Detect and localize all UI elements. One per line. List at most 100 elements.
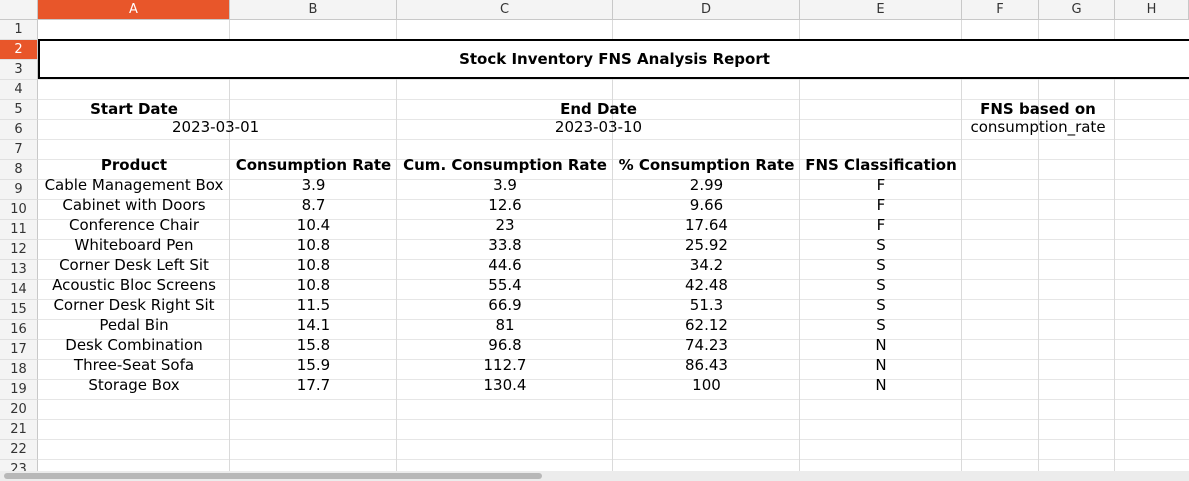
table-cell[interactable]: 81	[495, 316, 515, 334]
table-cell[interactable]: 112.7	[483, 356, 527, 374]
horizontal-scrollbar[interactable]	[0, 471, 1189, 481]
row-header-16[interactable]: 16	[0, 320, 38, 340]
table-cell[interactable]: 10.8	[296, 256, 331, 274]
row-header-4[interactable]: 4	[0, 80, 38, 100]
column-header-f[interactable]: F	[962, 0, 1039, 20]
scrollbar-thumb[interactable]	[4, 473, 542, 479]
start-date-label[interactable]: Start Date	[90, 100, 178, 118]
row-header-1[interactable]: 1	[0, 20, 38, 40]
table-cell[interactable]: 23	[495, 216, 515, 234]
product-cell[interactable]: Whiteboard Pen	[74, 236, 194, 254]
end-date-label[interactable]: End Date	[560, 100, 637, 118]
row-header-2[interactable]: 2	[0, 40, 38, 60]
table-cell[interactable]: 15.8	[296, 336, 331, 354]
row-header-9[interactable]: 9	[0, 180, 38, 200]
table-cell[interactable]: 17.64	[685, 216, 728, 234]
table-cell[interactable]: 34.2	[689, 256, 724, 274]
row-header-20[interactable]: 20	[0, 400, 38, 420]
table-cell[interactable]: 17.7	[296, 376, 331, 394]
product-cell[interactable]: Acoustic Bloc Screens	[52, 276, 216, 294]
table-cell[interactable]: 10.8	[296, 236, 331, 254]
row-header-5[interactable]: 5	[0, 100, 38, 120]
table-cell[interactable]: 10.8	[296, 276, 331, 294]
column-header-c[interactable]: C	[397, 0, 613, 20]
table-cell[interactable]: 42.48	[685, 276, 728, 294]
table-cell[interactable]: 66.9	[488, 296, 522, 314]
table-cell[interactable]: S	[876, 236, 886, 254]
table-cell[interactable]: 8.7	[301, 196, 326, 214]
table-cell[interactable]: 3.9	[493, 176, 517, 194]
row-header-6[interactable]: 6	[0, 120, 38, 140]
fns-basis-label[interactable]: FNS based on	[980, 100, 1096, 118]
column-header-e[interactable]: E	[800, 0, 962, 20]
table-cell[interactable]: 12.6	[488, 196, 522, 214]
table-cell[interactable]: 2.99	[689, 176, 724, 194]
table-cell[interactable]: F	[876, 176, 886, 194]
row-header-11[interactable]: 11	[0, 220, 38, 240]
table-cell[interactable]: 55.4	[488, 276, 522, 294]
table-cell[interactable]: 96.8	[488, 336, 522, 354]
product-cell[interactable]: Cabinet with Doors	[62, 196, 206, 214]
product-cell[interactable]: Three-Seat Sofa	[73, 356, 195, 374]
row-header-8[interactable]: 8	[0, 160, 38, 180]
column-header-h[interactable]: H	[1115, 0, 1189, 20]
table-cell[interactable]: 11.5	[296, 296, 331, 314]
row-header-14[interactable]: 14	[0, 280, 38, 300]
table-cell[interactable]: 74.23	[685, 336, 728, 354]
column-header-d[interactable]: D	[613, 0, 800, 20]
column-header-a[interactable]: A	[38, 0, 230, 20]
row-header-17[interactable]: 17	[0, 340, 38, 360]
column-header-g[interactable]: G	[1039, 0, 1115, 20]
product-cell[interactable]: Conference Chair	[69, 216, 199, 234]
row-header-18[interactable]: 18	[0, 360, 38, 380]
end-date-value[interactable]: 2023-03-10	[554, 118, 643, 136]
row-header-10[interactable]: 10	[0, 200, 38, 220]
table-header-3[interactable]: % Consumption Rate	[618, 156, 795, 174]
fns-basis-value[interactable]: consumption_rate	[970, 118, 1106, 136]
table-cell[interactable]: 14.1	[296, 316, 331, 334]
table-cell[interactable]: 62.12	[685, 316, 728, 334]
select-all-corner[interactable]	[0, 0, 38, 20]
table-header-4[interactable]: FNS Classification	[805, 156, 957, 174]
table-cell[interactable]: 51.3	[689, 296, 724, 314]
table-cell[interactable]: 25.92	[685, 236, 728, 254]
row-header-13[interactable]: 13	[0, 260, 38, 280]
table-cell[interactable]: 3.9	[301, 176, 326, 194]
table-cell[interactable]: N	[875, 356, 887, 374]
table-cell[interactable]: S	[876, 296, 886, 314]
table-header-2[interactable]: Cum. Consumption Rate	[403, 156, 607, 174]
table-cell[interactable]: 10.4	[296, 216, 331, 234]
report-title-box[interactable]: Stock Inventory FNS Analysis Report	[38, 39, 1189, 79]
table-cell[interactable]: S	[876, 256, 886, 274]
product-cell[interactable]: Corner Desk Right Sit	[53, 296, 215, 314]
table-cell[interactable]: S	[876, 316, 886, 334]
row-header-19[interactable]: 19	[0, 380, 38, 400]
row-header-3[interactable]: 3	[0, 60, 38, 80]
product-cell[interactable]: Cable Management Box	[44, 176, 224, 194]
table-cell[interactable]: 100	[692, 376, 721, 394]
product-cell[interactable]: Corner Desk Left Sit	[59, 256, 209, 274]
product-cell[interactable]: Pedal Bin	[99, 316, 169, 334]
row-header-15[interactable]: 15	[0, 300, 38, 320]
table-cell[interactable]: 44.6	[488, 256, 522, 274]
row-header-21[interactable]: 21	[0, 420, 38, 440]
table-cell[interactable]: 9.66	[689, 196, 724, 214]
table-cell[interactable]: S	[876, 276, 886, 294]
table-cell[interactable]: N	[875, 336, 887, 354]
table-cell[interactable]: F	[876, 216, 886, 234]
product-cell[interactable]: Storage Box	[88, 376, 180, 394]
table-cell[interactable]: 130.4	[483, 376, 527, 394]
row-header-12[interactable]: 12	[0, 240, 38, 260]
column-header-b[interactable]: B	[230, 0, 397, 20]
table-header-0[interactable]: Product	[100, 156, 168, 174]
table-header-1[interactable]: Consumption Rate	[235, 156, 392, 174]
table-cell[interactable]: 15.9	[296, 356, 331, 374]
table-cell[interactable]: 33.8	[488, 236, 522, 254]
table-cell[interactable]: F	[876, 196, 886, 214]
product-cell[interactable]: Desk Combination	[65, 336, 203, 354]
start-date-value[interactable]: 2023-03-01	[172, 118, 260, 136]
row-header-7[interactable]: 7	[0, 140, 38, 160]
row-header-22[interactable]: 22	[0, 440, 38, 460]
table-cell[interactable]: N	[875, 376, 887, 394]
